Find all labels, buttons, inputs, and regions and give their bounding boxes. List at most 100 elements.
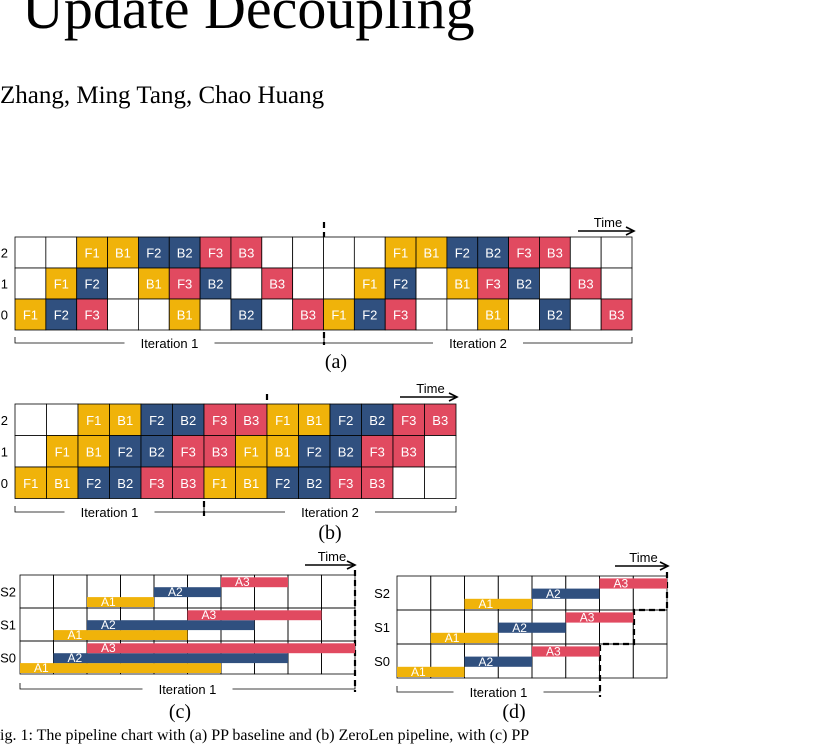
cell-label: B3	[180, 476, 196, 491]
bar	[187, 610, 322, 621]
cell-label: B3	[269, 277, 285, 292]
iteration-label: Iteration 1	[141, 336, 199, 351]
cell	[230, 267, 263, 300]
row-label: S0	[0, 651, 16, 666]
bar-label: A3	[202, 608, 217, 622]
iteration-label: Iteration 2	[301, 505, 359, 520]
row-label: S0	[374, 654, 390, 669]
cell-label: F1	[86, 413, 101, 428]
cell-label: B3	[547, 246, 563, 261]
bar-label: A1	[34, 661, 49, 675]
cell	[199, 298, 232, 331]
subfigure-caption: (c)	[169, 701, 191, 723]
cell	[168, 267, 201, 300]
cell	[321, 574, 356, 609]
bar	[532, 588, 600, 599]
cell	[424, 435, 457, 468]
cell	[353, 267, 386, 300]
row-label: S2	[0, 585, 16, 600]
bar	[430, 632, 499, 643]
bar	[599, 578, 667, 589]
bar	[532, 646, 600, 657]
cell-label: B3	[401, 444, 417, 459]
cell-label: F2	[149, 413, 164, 428]
cell	[77, 435, 110, 468]
bar-label: A3	[580, 611, 595, 625]
cell	[384, 298, 417, 331]
bar-label: A3	[546, 645, 561, 659]
cell-label: B2	[238, 308, 254, 323]
iteration-bracket	[396, 686, 601, 693]
cell-label: B2	[208, 277, 224, 292]
cell-label: B1	[117, 413, 133, 428]
cell-label: F1	[23, 476, 38, 491]
cell	[77, 466, 110, 499]
cell-label: F2	[393, 277, 408, 292]
row-label: S2	[374, 586, 390, 601]
bar-label: A2	[168, 585, 183, 599]
arrow-head	[346, 560, 357, 570]
cell	[600, 267, 633, 300]
cell	[140, 466, 173, 499]
cell	[109, 403, 142, 436]
cell	[415, 298, 448, 331]
bar-label: A2	[546, 587, 561, 601]
time-label: Time	[318, 549, 346, 564]
cell	[508, 298, 540, 331]
cell-label: B1	[177, 308, 193, 323]
arrow-head	[448, 392, 459, 402]
cell	[632, 609, 668, 645]
cell	[19, 607, 54, 642]
cell	[539, 236, 571, 269]
cell-label: B2	[149, 444, 165, 459]
bar-label: A3	[235, 575, 250, 589]
cell-label: B3	[300, 308, 316, 323]
bar	[221, 577, 288, 588]
cell-label: B2	[306, 476, 322, 491]
bar	[20, 663, 221, 673]
cell-label: B2	[547, 308, 563, 323]
cell	[415, 236, 448, 269]
cell	[599, 643, 634, 679]
cell-label: F1	[55, 444, 70, 459]
cell-label: F3	[486, 277, 501, 292]
cell-label: B2	[180, 413, 196, 428]
cell	[46, 403, 79, 436]
cell	[292, 267, 324, 300]
cell	[323, 267, 355, 300]
cell-label: F3	[177, 277, 192, 292]
cell-label: B1	[243, 476, 259, 491]
cell-label: F1	[393, 246, 408, 261]
bar	[87, 643, 355, 654]
cell-label: F3	[149, 476, 164, 491]
cell-label: F1	[244, 444, 259, 459]
bar-label: A1	[411, 665, 426, 679]
cell	[76, 298, 108, 331]
cell	[600, 236, 633, 269]
cell	[396, 575, 432, 611]
cell	[107, 267, 139, 300]
cell	[203, 403, 236, 436]
row-label: S1	[374, 620, 390, 635]
cell-label: B1	[86, 444, 102, 459]
cell	[172, 466, 205, 499]
cell	[430, 575, 465, 611]
cell-label: B2	[117, 476, 133, 491]
row-label: 1	[1, 444, 8, 459]
cell	[321, 607, 356, 642]
cell-label: F2	[85, 277, 100, 292]
cell	[384, 267, 417, 300]
iteration-label: Iteration 2	[449, 336, 507, 351]
bar-label: A2	[68, 651, 83, 665]
cell-label: F2	[307, 444, 322, 459]
bar-label: A1	[101, 595, 116, 609]
cell	[477, 236, 510, 269]
cell	[392, 403, 425, 436]
cell	[266, 466, 299, 499]
cell-label: B1	[146, 277, 162, 292]
cell	[172, 403, 205, 436]
cell-label: B3	[609, 308, 625, 323]
cell-label: B3	[578, 277, 594, 292]
cell	[45, 236, 78, 269]
cell-label: F1	[85, 246, 100, 261]
